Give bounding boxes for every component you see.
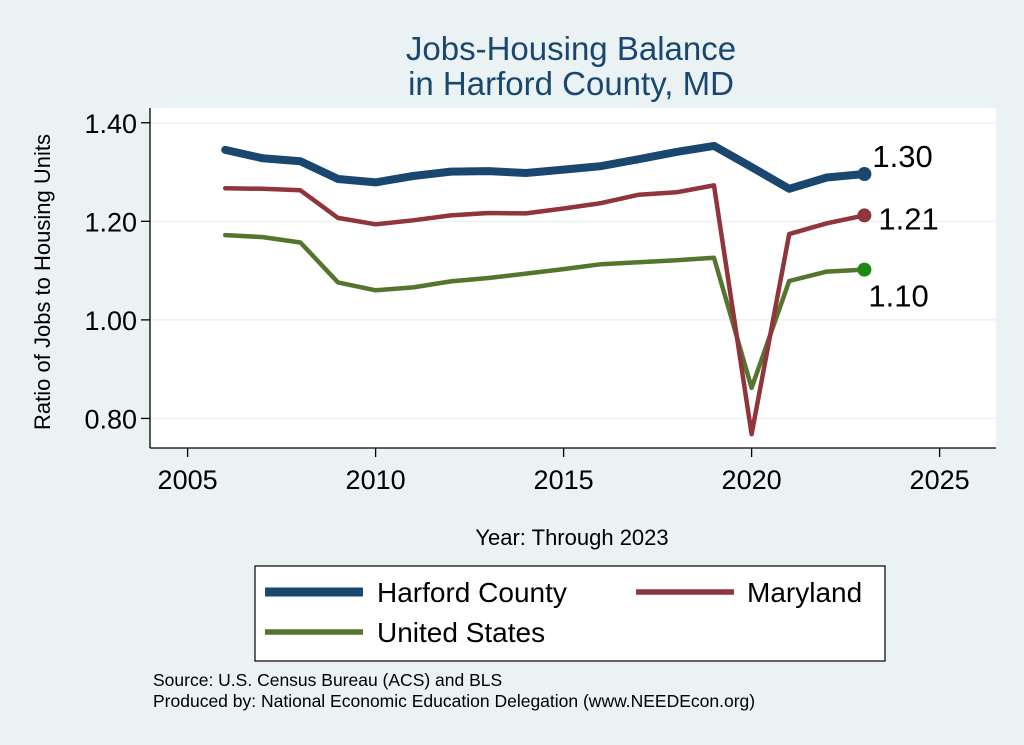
chart-title-line-1: Jobs-Housing Balance [406,30,736,67]
x-tick-label: 2020 [722,465,782,495]
series-endpoints: 1.30 1.21 1.10 [857,139,939,314]
y-tick-label: 1.00 [84,306,137,336]
legend-label: United States [377,617,545,648]
series-line-united-states [222,232,867,391]
x-tick-label: 2005 [158,465,218,495]
x-tick-label: 2025 [910,465,970,495]
series-end-value-label: 1.10 [868,279,928,314]
x-axis-title: Year: Through 2023 [475,525,668,550]
legend-label: Harford County [377,577,567,608]
plot-area [150,108,996,448]
chart-title-line-2: in Harford County, MD [408,65,734,102]
series-line-harford-county [221,141,869,193]
legend: Harford County Maryland United States [254,565,886,662]
series-endpoint-marker [857,262,872,277]
y-tick-label: 0.80 [84,404,137,434]
y-axis-title: Ratio of Jobs to Housing Units [30,134,55,430]
x-tick-label: 2015 [534,465,594,495]
series-end-value-label: 1.30 [872,139,932,174]
grid-lines [150,122,996,420]
x-tick-label: 2010 [346,465,406,495]
series-lines [221,141,869,437]
series-endpoint-marker [857,208,872,223]
series-endpoint-marker [857,167,872,182]
series-line-maryland [222,183,867,437]
legend-label: Maryland [747,577,862,608]
source-note: Source: U.S. Census Bureau (ACS) and BLS [153,670,503,690]
x-axis-ticks: 2005 2010 2015 2020 2025 [158,448,970,495]
y-tick-label: 1.20 [84,207,137,237]
producer-note: Produced by: National Economic Education… [153,691,756,711]
y-tick-label: 1.40 [84,109,137,139]
series-end-value-label: 1.21 [878,201,938,236]
legend-box [254,565,886,662]
y-axis-ticks: 0.80 1.00 1.20 1.40 [84,109,150,434]
